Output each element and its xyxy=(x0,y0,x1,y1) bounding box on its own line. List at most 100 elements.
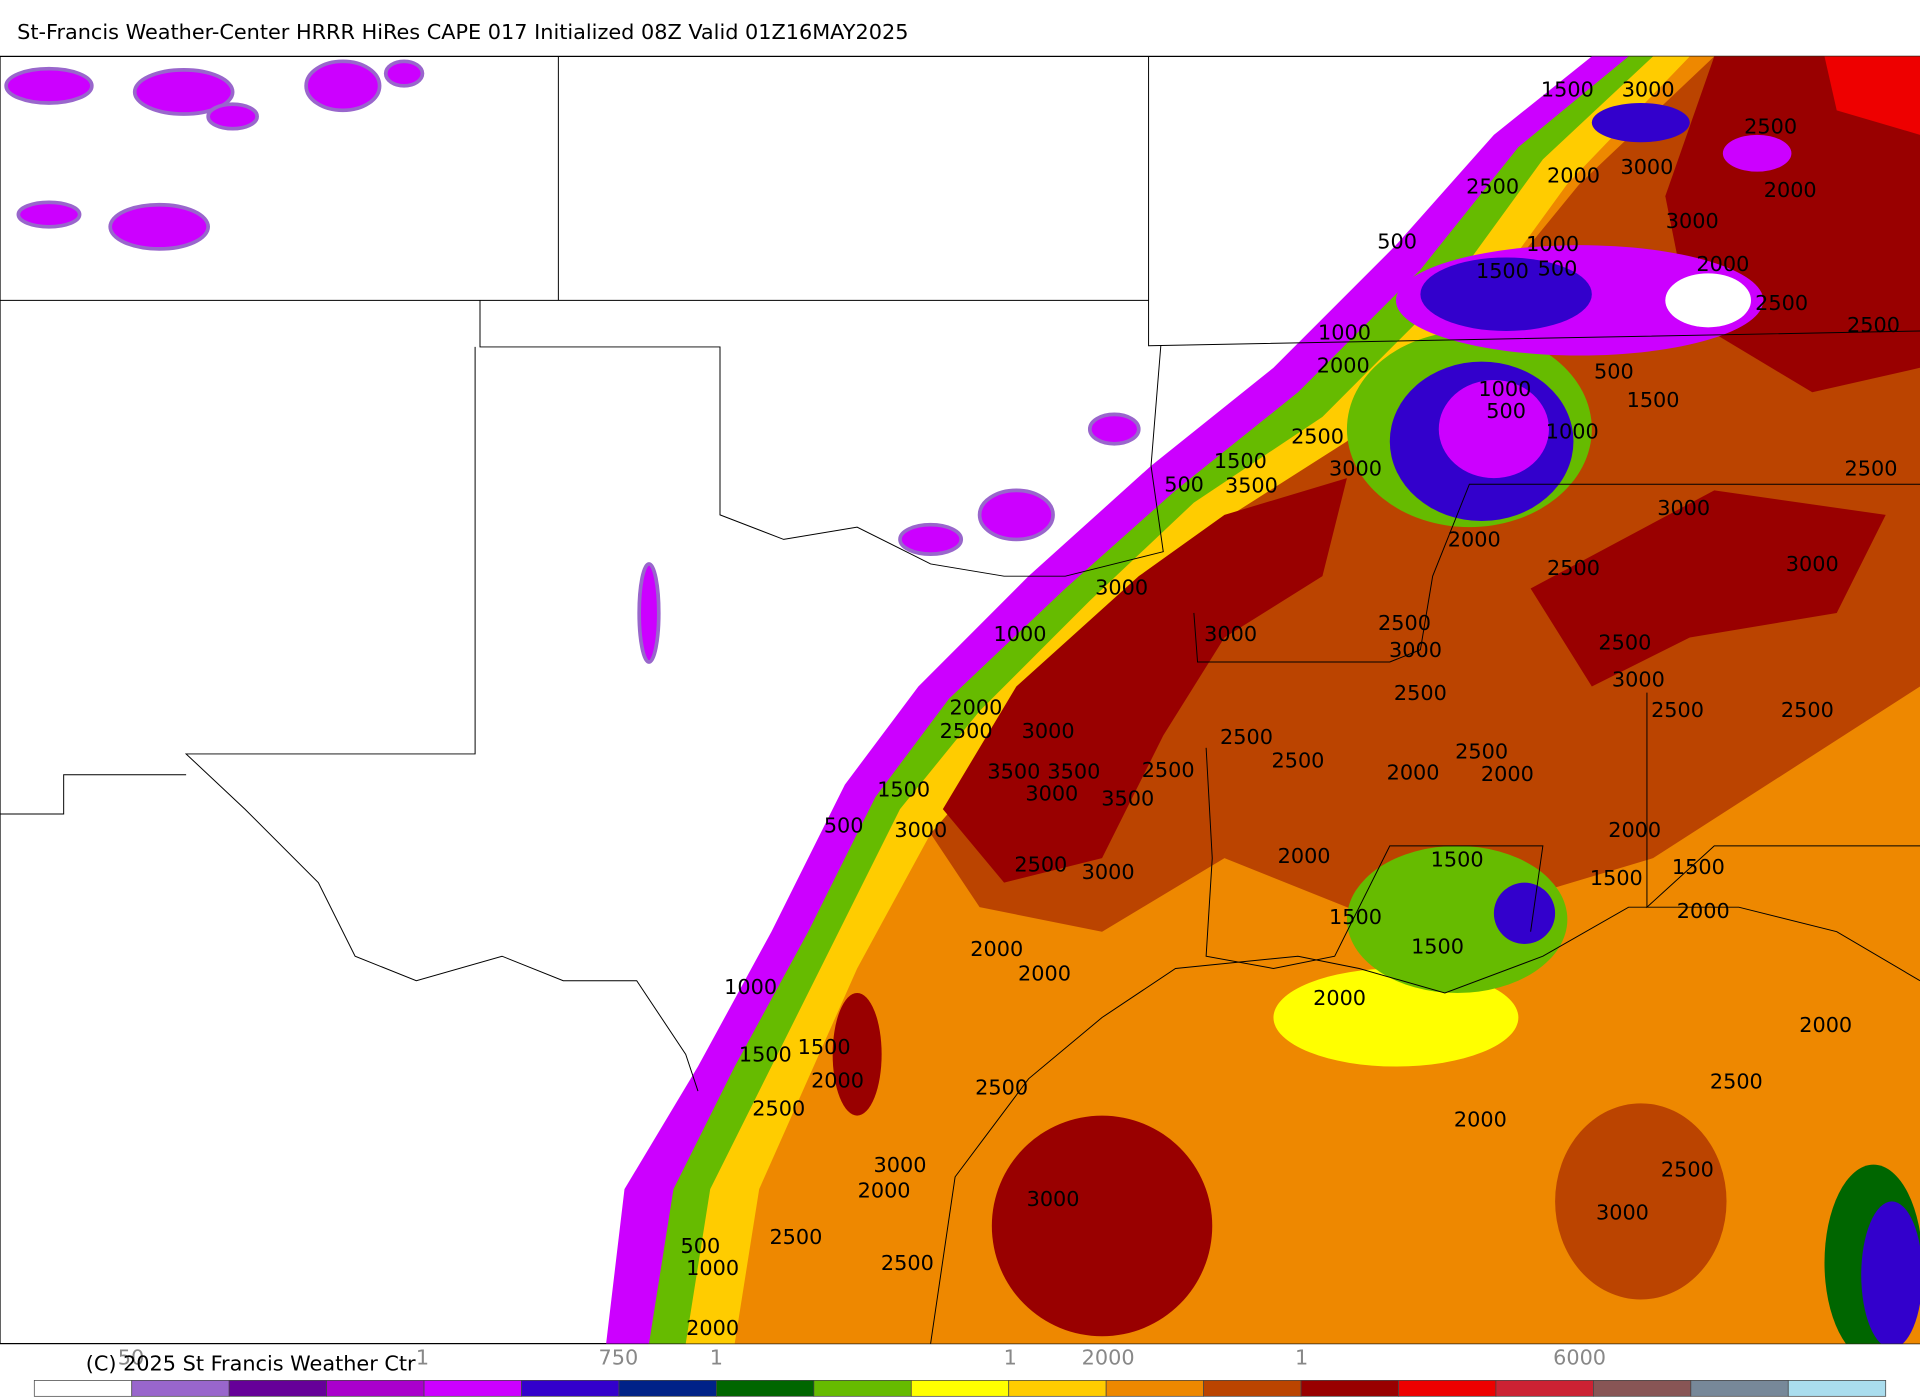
colorbar-swatch xyxy=(326,1380,425,1397)
colorbar: 50 1 750 1 1 2000 1 6000 xyxy=(33,1345,1887,1397)
contour-label: 2000 xyxy=(686,1316,739,1340)
contour-label: 2500 xyxy=(940,719,993,743)
contour-label: 3000 xyxy=(894,818,947,842)
contour-label: 2500 xyxy=(1845,457,1898,481)
contour-label: 3000 xyxy=(1389,638,1442,662)
colorbar-swatch xyxy=(618,1380,717,1397)
contour-label: 1000 xyxy=(994,622,1047,646)
contour-label: 500 xyxy=(1377,230,1417,254)
colorbar-swatch xyxy=(910,1380,1010,1397)
cape-fill xyxy=(4,56,1920,1344)
contour-label: 2500 xyxy=(975,1076,1028,1100)
contour-label: 2000 xyxy=(1448,528,1501,552)
contour-label: 2500 xyxy=(1710,1069,1763,1093)
cape-magenta xyxy=(1722,134,1792,172)
contour-label: 1000 xyxy=(1526,232,1579,256)
cape-core xyxy=(991,1115,1213,1337)
colorbar-swatch xyxy=(1300,1380,1399,1397)
contour-label: 1500 xyxy=(1214,449,1267,473)
cape-blue xyxy=(1861,1201,1920,1344)
contour-label: 2000 xyxy=(1018,962,1071,986)
contour-label: 2000 xyxy=(1764,178,1817,202)
cape-green xyxy=(1346,845,1568,993)
contour-label: 500 xyxy=(1594,360,1634,384)
contour-label: 3000 xyxy=(1657,496,1710,520)
contour-label: 500 xyxy=(1164,472,1204,496)
contour-label: 500 xyxy=(824,813,864,837)
contour-label: 1500 xyxy=(739,1043,792,1067)
colorbar-label: 50 xyxy=(118,1345,144,1369)
cape-magenta xyxy=(1438,380,1549,479)
contour-label: 1000 xyxy=(1318,320,1371,344)
copyright: (C) 2025 St Francis Weather Ctr xyxy=(86,1351,416,1375)
title: St-Francis Weather-Center HRRR HiRes CAP… xyxy=(17,20,908,44)
contour-label: 1000 xyxy=(1546,420,1599,444)
contour-label: 2500 xyxy=(1394,681,1447,705)
contour-label: 2500 xyxy=(1598,631,1651,655)
contour-label: 2000 xyxy=(1313,986,1366,1010)
contour-label: 1500 xyxy=(798,1035,851,1059)
contour-label: 2500 xyxy=(1014,852,1067,876)
cape-blue xyxy=(1591,102,1690,143)
contour-label: 3500 xyxy=(1047,759,1100,783)
contour-label: 2500 xyxy=(1661,1158,1714,1182)
contour-label: 1000 xyxy=(1478,377,1531,401)
colorbar-swatch xyxy=(33,1380,133,1397)
colorbar-swatch xyxy=(1398,1380,1497,1397)
cape-core xyxy=(1824,56,1920,135)
contour-label: 1500 xyxy=(1476,259,1529,283)
contour-label: 3500 xyxy=(1225,474,1278,498)
colorbar-swatch xyxy=(131,1380,230,1397)
colorbar-label: 6000 xyxy=(1553,1345,1606,1369)
colorbar-swatch xyxy=(1105,1380,1204,1397)
contour-label: 2500 xyxy=(1291,425,1344,449)
colorbar-label: 1 xyxy=(416,1345,429,1369)
contour-label: 3000 xyxy=(1022,719,1075,743)
contour-label: 3500 xyxy=(1101,786,1154,810)
colorbar-swatch xyxy=(228,1380,327,1397)
contour-label: 2500 xyxy=(1466,175,1519,199)
contour-label: 2500 xyxy=(1547,556,1600,580)
contour-label: 2500 xyxy=(1271,748,1324,772)
contour-label: 3000 xyxy=(1612,667,1665,691)
contour-label: 3000 xyxy=(1204,622,1257,646)
contour-label: 3500 xyxy=(987,759,1040,783)
contour-label: 2000 xyxy=(1696,252,1749,276)
cape-core xyxy=(942,478,1347,883)
colorbar-swatch xyxy=(813,1380,912,1397)
colorbar-label: 1 xyxy=(710,1345,723,1369)
cape-blue xyxy=(1493,882,1556,944)
contour-label: 2000 xyxy=(1454,1107,1507,1131)
contour-label: 1500 xyxy=(1431,848,1484,872)
contour-label: 2500 xyxy=(1781,698,1834,722)
contour-label: 2000 xyxy=(1799,1013,1852,1037)
contour-label: 500 xyxy=(1486,399,1526,423)
contour-label: 2000 xyxy=(1608,818,1661,842)
contour-label: 3000 xyxy=(1596,1201,1649,1225)
contour-label: 2500 xyxy=(1142,758,1195,782)
contour-label: 2000 xyxy=(1278,844,1331,868)
contour-label: 3000 xyxy=(874,1153,927,1177)
contour-label: 1500 xyxy=(1627,388,1680,412)
contour-label: 1000 xyxy=(724,975,777,999)
contour-label: 2500 xyxy=(1455,740,1508,764)
contour-label: 2000 xyxy=(970,937,1023,961)
contour-label: 2500 xyxy=(752,1096,805,1120)
contour-label: 3000 xyxy=(1666,209,1719,233)
contour-label: 3000 xyxy=(1082,860,1135,884)
colorbar-label: 2000 xyxy=(1082,1345,1135,1369)
contour-label: 500 xyxy=(681,1234,721,1258)
colorbar-swatch xyxy=(1690,1380,1789,1397)
colorbar-swatch xyxy=(521,1380,620,1397)
cape-core xyxy=(832,992,882,1116)
contour-label: 2500 xyxy=(1378,611,1431,635)
contour-label: 500 xyxy=(1538,257,1578,281)
contour-label: 1000 xyxy=(686,1256,739,1280)
colorbar-swatch xyxy=(716,1380,815,1397)
colorbar-label: 1 xyxy=(1004,1345,1017,1369)
contour-label: 2500 xyxy=(1755,291,1808,315)
contour-label: 3000 xyxy=(1027,1187,1080,1211)
contour-label: 2000 xyxy=(1677,899,1730,923)
